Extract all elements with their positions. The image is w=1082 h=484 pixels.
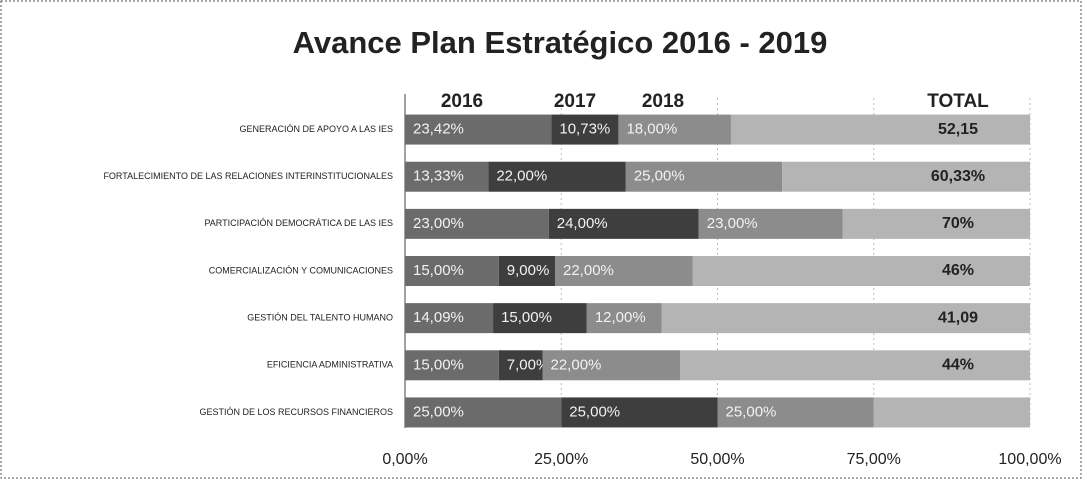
legend-label: 2017 — [554, 91, 596, 112]
total-label: 60,33% — [931, 168, 985, 185]
bar-segment — [405, 350, 499, 381]
legend-label: TOTAL — [927, 91, 989, 112]
data-label: 7,00% — [507, 356, 550, 373]
bar-segment — [548, 208, 699, 239]
y-tick-label: GESTIÓN DE LOS RECURSOS FINANCIEROS — [199, 407, 393, 417]
bar-segment — [717, 397, 874, 428]
total-label: 70% — [942, 215, 974, 232]
bar-segment — [561, 397, 718, 428]
data-label: 25,00% — [634, 168, 685, 185]
bar-segment — [488, 161, 626, 192]
data-label: 23,00% — [413, 215, 464, 232]
bar-segment — [551, 114, 619, 145]
data-label: 22,00% — [551, 356, 602, 373]
bar-segment — [661, 303, 1030, 334]
legend-label: 2018 — [642, 91, 684, 112]
bar-segment — [730, 114, 1030, 145]
bar-segment — [405, 397, 562, 428]
chart-title: Avance Plan Estratégico 2016 - 2019 — [293, 25, 828, 60]
y-tick-label: PARTICIPACIÓN DEMOCRÁTICA DE LAS IES — [204, 218, 393, 228]
bar-segment — [586, 303, 662, 334]
total-label: 41,09 — [938, 309, 978, 326]
bar-segment — [698, 208, 843, 239]
data-label: 23,42% — [413, 121, 464, 138]
data-label: 12,00% — [595, 309, 646, 326]
bar-segment — [405, 256, 499, 286]
total-label: 46% — [942, 262, 974, 279]
data-label: 14,09% — [413, 309, 464, 326]
x-tick-label: 75,00% — [847, 451, 901, 468]
x-tick-label: 50,00% — [690, 451, 744, 468]
data-label: 25,00% — [569, 403, 620, 420]
y-tick-label: EFICIENCIA ADMINISTRATIVA — [267, 360, 393, 370]
bar-segment — [405, 114, 552, 145]
bar-segment — [405, 208, 549, 239]
data-label: 25,00% — [726, 403, 777, 420]
bar-segment — [618, 114, 731, 145]
total-label: 52,15 — [938, 121, 978, 138]
bar-segment — [625, 161, 783, 192]
bar-segment — [405, 303, 494, 334]
data-label: 22,00% — [563, 262, 614, 279]
data-label: 15,00% — [413, 262, 464, 279]
data-label: 22,00% — [496, 168, 547, 185]
data-label: 15,00% — [501, 309, 552, 326]
data-label: 13,33% — [413, 168, 464, 185]
bar-segment — [542, 350, 680, 381]
total-label: 44% — [942, 357, 974, 374]
y-tick-label: FORTALECIMIENTO DE LAS RELACIONES INTERI… — [103, 171, 393, 181]
x-tick-label: 0,00% — [382, 451, 427, 468]
bar-segment — [498, 256, 555, 286]
x-tick-label: 100,00% — [998, 451, 1061, 468]
data-label: 18,00% — [626, 121, 677, 138]
x-tick-label: 25,00% — [534, 451, 588, 468]
bar-segment — [405, 161, 489, 192]
data-label: 23,00% — [707, 215, 758, 232]
legend-label: 2016 — [441, 91, 483, 112]
data-label: 10,73% — [559, 121, 610, 138]
data-label: 24,00% — [557, 215, 608, 232]
bar-segment — [555, 256, 693, 286]
bar-segment — [493, 303, 587, 334]
bar-segment — [782, 161, 1030, 192]
bar-segment — [873, 397, 1030, 428]
data-label: 15,00% — [413, 356, 464, 373]
data-label: 25,00% — [413, 403, 464, 420]
y-tick-label: GENERACIÓN DE APOYO A LAS IES — [239, 124, 393, 134]
bar-segment — [498, 350, 543, 381]
y-tick-label: GESTIÓN DEL TALENTO HUMANO — [247, 313, 393, 323]
bar-segment — [692, 256, 1030, 286]
data-label: 9,00% — [507, 262, 550, 279]
bar-segment — [680, 350, 1030, 381]
y-tick-label: COMERCIALIZACIÓN Y COMUNICACIONES — [209, 265, 393, 275]
bar-segment — [842, 208, 1030, 239]
